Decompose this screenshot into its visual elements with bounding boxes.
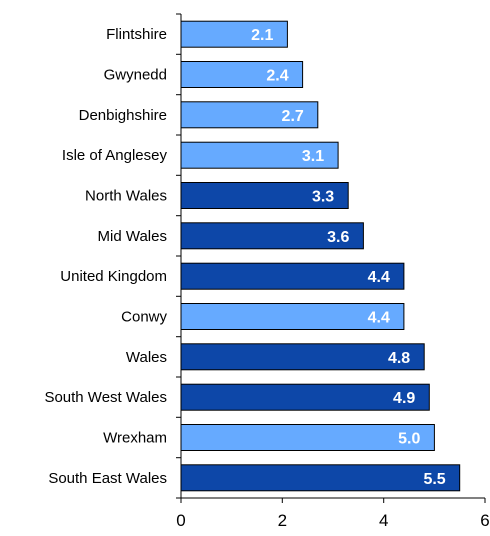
category-label: Isle of Anglesey bbox=[62, 147, 168, 164]
data-label: 2.4 bbox=[266, 68, 288, 85]
category-label: Flintshire bbox=[106, 26, 167, 43]
data-label: 4.4 bbox=[368, 310, 390, 327]
data-label: 5.5 bbox=[423, 471, 445, 488]
x-tick-label: 6 bbox=[480, 511, 489, 530]
bar-denbighshire bbox=[180, 101, 319, 129]
data-label: 4.4 bbox=[368, 269, 390, 286]
bar-south-west-wales bbox=[180, 383, 430, 411]
category-label: Wales bbox=[126, 349, 167, 366]
data-label: 3.6 bbox=[327, 229, 349, 246]
category-label: Wrexham bbox=[103, 430, 167, 447]
category-label: Mid Wales bbox=[98, 228, 167, 245]
axes bbox=[176, 13, 485, 499]
data-label: 5.0 bbox=[398, 431, 420, 448]
category-label: South West Wales bbox=[44, 389, 167, 406]
bar-united-kingdom bbox=[180, 262, 405, 290]
bar-isle-of-anglesey bbox=[180, 141, 339, 169]
x-tick-label: 4 bbox=[379, 511, 388, 530]
bar-wrexham bbox=[180, 424, 435, 451]
x-tick-label: 0 bbox=[176, 511, 185, 530]
bar-gwynedd bbox=[180, 61, 304, 88]
category-label: Gwynedd bbox=[104, 67, 167, 84]
data-label: 2.1 bbox=[251, 27, 273, 44]
data-label: 3.1 bbox=[302, 148, 324, 165]
category-label: United Kingdom bbox=[60, 268, 167, 285]
data-label: 4.9 bbox=[393, 390, 415, 407]
data-label: 4.8 bbox=[388, 350, 410, 367]
x-tick-label: 2 bbox=[278, 511, 287, 530]
x-axis-ticks: 0 2 4 6 bbox=[176, 498, 490, 530]
category-label: North Wales bbox=[85, 188, 167, 205]
data-label: 3.3 bbox=[312, 189, 334, 206]
bar-north-wales bbox=[180, 182, 349, 209]
category-labels: Flintshire Gwynedd Denbighshire Isle of Ang… bbox=[44, 26, 167, 487]
category-label: South East Wales bbox=[48, 470, 167, 487]
category-label: Denbighshire bbox=[79, 107, 167, 124]
category-label: Conwy bbox=[121, 309, 167, 326]
data-label: 2.7 bbox=[282, 108, 304, 125]
bars-group: 2.1 2.4 2.7 3.1 3.3 3.6 4.4 4.4 4.8 4.9 5.0 5.5 bbox=[180, 20, 461, 492]
bar-south-east-wales bbox=[180, 464, 461, 492]
